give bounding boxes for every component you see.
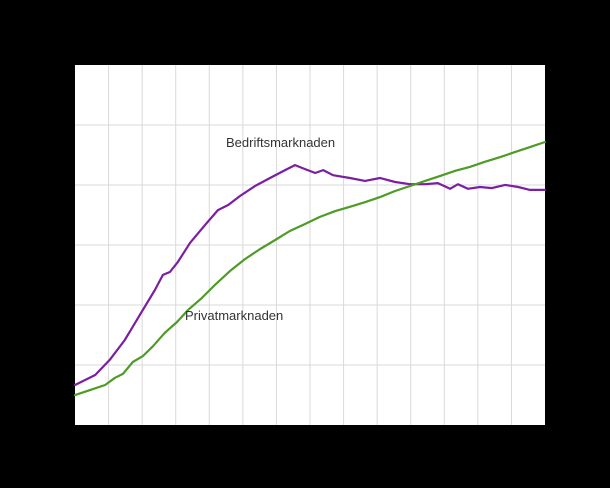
series-label-bedriftsmarknaden: Bedriftsmarknaden <box>226 135 336 150</box>
privatmarknaden-line <box>73 140 547 397</box>
bedriftsmarknaden-line <box>73 164 547 387</box>
series-label-privatmarknaden: Privatmarknaden <box>185 308 284 323</box>
